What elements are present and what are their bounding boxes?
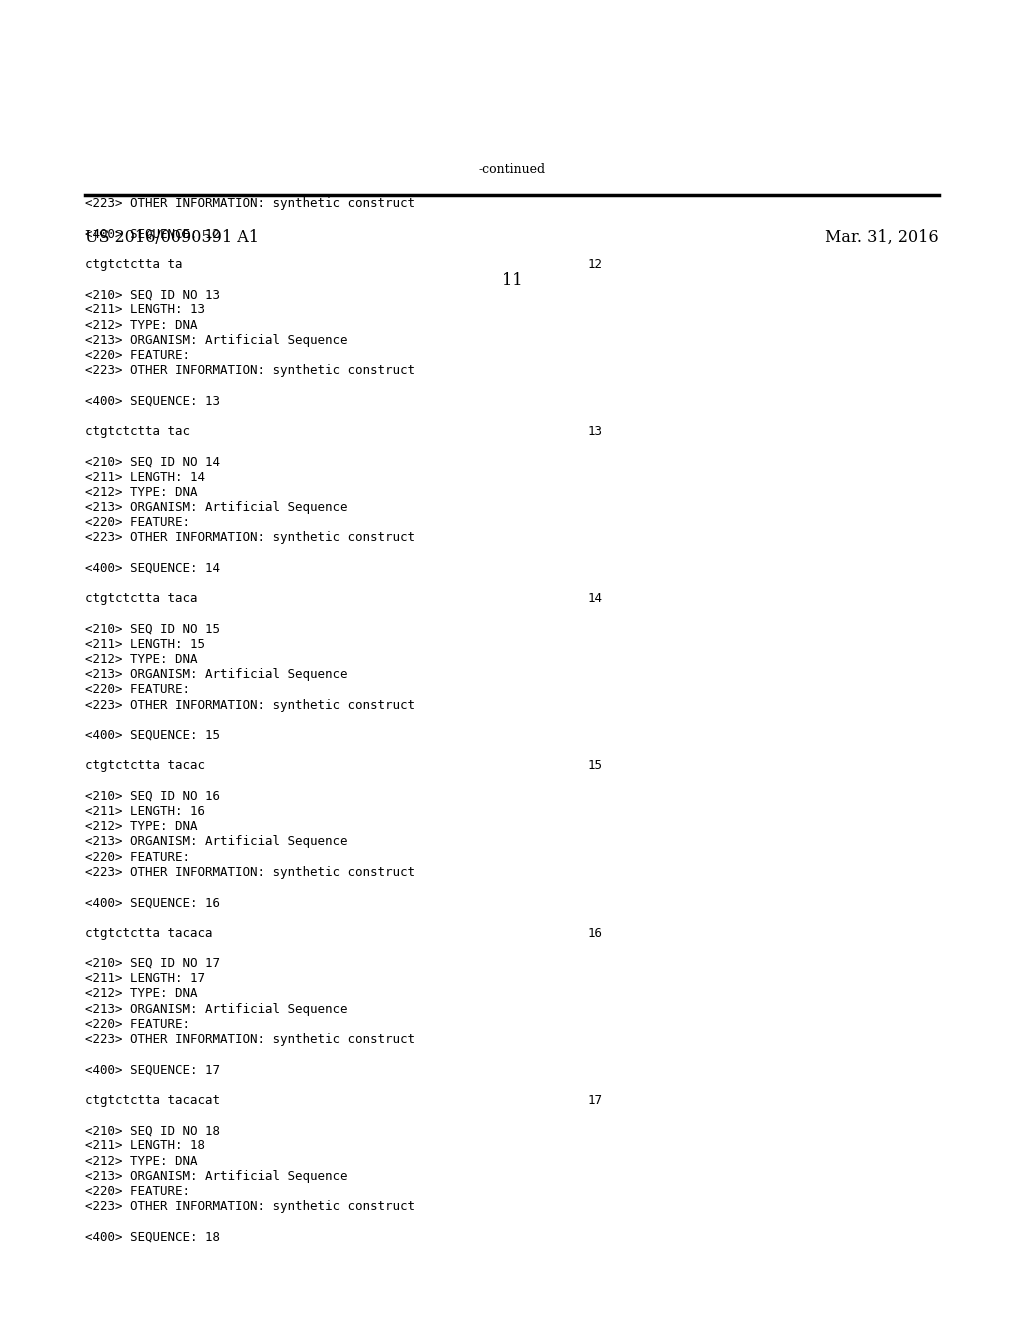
Text: <223> OTHER INFORMATION: synthetic construct: <223> OTHER INFORMATION: synthetic const… <box>85 197 415 210</box>
Text: <211> LENGTH: 15: <211> LENGTH: 15 <box>85 638 205 651</box>
Text: <220> FEATURE:: <220> FEATURE: <box>85 1185 190 1199</box>
Text: ctgtctctta tacaca: ctgtctctta tacaca <box>85 927 213 940</box>
Text: <220> FEATURE:: <220> FEATURE: <box>85 1018 190 1031</box>
Text: <211> LENGTH: 14: <211> LENGTH: 14 <box>85 471 205 483</box>
Text: <212> TYPE: DNA: <212> TYPE: DNA <box>85 486 198 499</box>
Text: <212> TYPE: DNA: <212> TYPE: DNA <box>85 653 198 667</box>
Text: 12: 12 <box>588 257 603 271</box>
Text: <220> FEATURE:: <220> FEATURE: <box>85 684 190 697</box>
Text: <223> OTHER INFORMATION: synthetic construct: <223> OTHER INFORMATION: synthetic const… <box>85 532 415 544</box>
Text: 11: 11 <box>502 272 522 289</box>
Text: <400> SEQUENCE: 18: <400> SEQUENCE: 18 <box>85 1230 220 1243</box>
Text: <213> ORGANISM: Artificial Sequence: <213> ORGANISM: Artificial Sequence <box>85 1170 347 1183</box>
Text: <210> SEQ ID NO 13: <210> SEQ ID NO 13 <box>85 288 220 301</box>
Text: -continued: -continued <box>478 162 546 176</box>
Text: 17: 17 <box>588 1094 603 1106</box>
Text: ctgtctctta tac: ctgtctctta tac <box>85 425 190 438</box>
Text: <400> SEQUENCE: 15: <400> SEQUENCE: 15 <box>85 729 220 742</box>
Text: <213> ORGANISM: Artificial Sequence: <213> ORGANISM: Artificial Sequence <box>85 1003 347 1015</box>
Text: <211> LENGTH: 18: <211> LENGTH: 18 <box>85 1139 205 1152</box>
Text: <211> LENGTH: 16: <211> LENGTH: 16 <box>85 805 205 818</box>
Text: <213> ORGANISM: Artificial Sequence: <213> ORGANISM: Artificial Sequence <box>85 334 347 347</box>
Text: <212> TYPE: DNA: <212> TYPE: DNA <box>85 1155 198 1168</box>
Text: <210> SEQ ID NO 18: <210> SEQ ID NO 18 <box>85 1125 220 1138</box>
Text: <400> SEQUENCE: 12: <400> SEQUENCE: 12 <box>85 227 220 240</box>
Text: <220> FEATURE:: <220> FEATURE: <box>85 348 190 362</box>
Text: <213> ORGANISM: Artificial Sequence: <213> ORGANISM: Artificial Sequence <box>85 668 347 681</box>
Text: ctgtctctta ta: ctgtctctta ta <box>85 257 182 271</box>
Text: 13: 13 <box>588 425 603 438</box>
Text: ctgtctctta tacac: ctgtctctta tacac <box>85 759 205 772</box>
Text: <210> SEQ ID NO 14: <210> SEQ ID NO 14 <box>85 455 220 469</box>
Text: <223> OTHER INFORMATION: synthetic construct: <223> OTHER INFORMATION: synthetic const… <box>85 1034 415 1045</box>
Text: US 2016/0090591 A1: US 2016/0090591 A1 <box>85 228 259 246</box>
Text: <210> SEQ ID NO 15: <210> SEQ ID NO 15 <box>85 623 220 636</box>
Text: 15: 15 <box>588 759 603 772</box>
Text: <223> OTHER INFORMATION: synthetic construct: <223> OTHER INFORMATION: synthetic const… <box>85 698 415 711</box>
Text: <212> TYPE: DNA: <212> TYPE: DNA <box>85 318 198 331</box>
Text: <400> SEQUENCE: 16: <400> SEQUENCE: 16 <box>85 896 220 909</box>
Text: <220> FEATURE:: <220> FEATURE: <box>85 516 190 529</box>
Text: <212> TYPE: DNA: <212> TYPE: DNA <box>85 987 198 1001</box>
Text: <223> OTHER INFORMATION: synthetic construct: <223> OTHER INFORMATION: synthetic const… <box>85 364 415 378</box>
Text: Mar. 31, 2016: Mar. 31, 2016 <box>825 228 939 246</box>
Text: <210> SEQ ID NO 17: <210> SEQ ID NO 17 <box>85 957 220 970</box>
Text: <213> ORGANISM: Artificial Sequence: <213> ORGANISM: Artificial Sequence <box>85 502 347 513</box>
Text: 14: 14 <box>588 593 603 605</box>
Text: 16: 16 <box>588 927 603 940</box>
Text: <211> LENGTH: 13: <211> LENGTH: 13 <box>85 304 205 317</box>
Text: <220> FEATURE:: <220> FEATURE: <box>85 850 190 863</box>
Text: <223> OTHER INFORMATION: synthetic construct: <223> OTHER INFORMATION: synthetic const… <box>85 1200 415 1213</box>
Text: <400> SEQUENCE: 17: <400> SEQUENCE: 17 <box>85 1064 220 1076</box>
Text: <223> OTHER INFORMATION: synthetic construct: <223> OTHER INFORMATION: synthetic const… <box>85 866 415 879</box>
Text: <400> SEQUENCE: 14: <400> SEQUENCE: 14 <box>85 562 220 574</box>
Text: <400> SEQUENCE: 13: <400> SEQUENCE: 13 <box>85 395 220 408</box>
Text: <210> SEQ ID NO 16: <210> SEQ ID NO 16 <box>85 789 220 803</box>
Text: <212> TYPE: DNA: <212> TYPE: DNA <box>85 820 198 833</box>
Text: ctgtctctta taca: ctgtctctta taca <box>85 593 198 605</box>
Text: <213> ORGANISM: Artificial Sequence: <213> ORGANISM: Artificial Sequence <box>85 836 347 849</box>
Text: <211> LENGTH: 17: <211> LENGTH: 17 <box>85 973 205 985</box>
Text: ctgtctctta tacacat: ctgtctctta tacacat <box>85 1094 220 1106</box>
